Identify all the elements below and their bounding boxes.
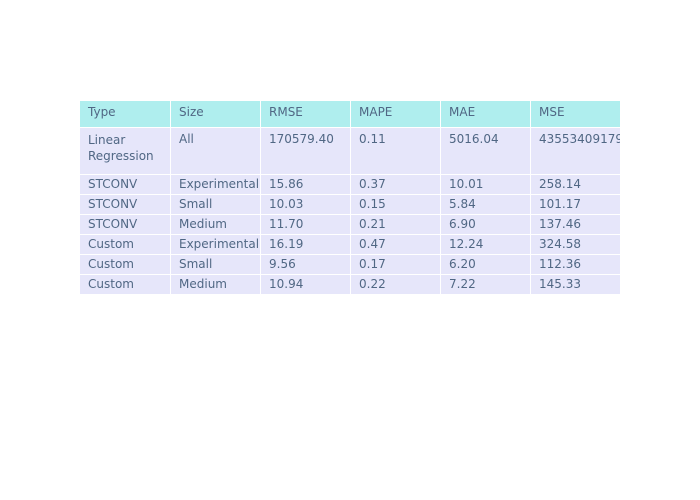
table-cell: Experimental [170,235,260,254]
table-cell: Small [170,255,260,274]
table-row: Custom Medium 10.94 0.22 7.22 145.33 [80,274,620,294]
table-cell: 0.21 [350,215,440,234]
table-row: Custom Experimental 16.19 0.47 12.24 324… [80,234,620,254]
header-cell-type: Type [88,105,116,119]
table-cell: 11.70 [260,215,350,234]
table-row: Linear Regression All 170579.40 0.11 501… [80,127,620,174]
table-cell: 324.58 [530,235,620,254]
table-header-row: Type Size RMSE MAPE MAE MSE [80,100,620,127]
table-cell: 112.36 [530,255,620,274]
table-cell: 145.33 [530,275,620,294]
table-cell: Linear Regression [80,128,170,174]
table-cell: STCONV [88,217,138,231]
table-row: STCONV Experimental 15.86 0.37 10.01 258… [80,174,620,194]
table-cell: 0.37 [350,175,440,194]
table-cell: 0.22 [350,275,440,294]
table-cell: 7.22 [440,275,530,294]
table-cell: Medium [170,215,260,234]
table-cell: 43553409179 [530,128,620,174]
table-cell: 137.46 [530,215,620,234]
table-cell: 5016.04 [440,128,530,174]
table-cell: 101.17 [530,195,620,214]
table-cell: 5.84 [440,195,530,214]
table-cell: 12.24 [440,235,530,254]
table-cell: 0.11 [350,128,440,174]
table-cell: Custom [88,257,134,271]
table-cell: All [170,128,260,174]
header-cell-size: Size [170,101,260,127]
table-cell: 0.17 [350,255,440,274]
cell-type-label: Linear Regression [88,133,154,163]
table-cell: Medium [170,275,260,294]
header-cell-mape: MAPE [350,101,440,127]
table-cell: STCONV [88,177,138,191]
table-cell: 0.47 [350,235,440,254]
table-cell: STCONV [88,197,138,211]
table-cell: Custom [88,277,134,291]
table-cell: 15.86 [260,175,350,194]
table-row: Custom Small 9.56 0.17 6.20 112.36 [80,254,620,274]
table-cell: 6.90 [440,215,530,234]
table-cell: 6.20 [440,255,530,274]
table-cell: 0.15 [350,195,440,214]
table-cell: 10.01 [440,175,530,194]
header-cell-mae: MAE [440,101,530,127]
table-cell: 170579.40 [260,128,350,174]
table-cell: 16.19 [260,235,350,254]
header-cell-rmse: RMSE [260,101,350,127]
plot-area: Type Size RMSE MAPE MAE MSE Linear Regre… [80,100,620,295]
table-cell: 10.94 [260,275,350,294]
table-cell: 10.03 [260,195,350,214]
table-cell: Experimental [170,175,260,194]
results-table: Type Size RMSE MAPE MAE MSE Linear Regre… [80,100,620,294]
table-cell: 258.14 [530,175,620,194]
table-cell: 9.56 [260,255,350,274]
header-cell-mse: MSE [530,101,620,127]
table-row: STCONV Small 10.03 0.15 5.84 101.17 [80,194,620,214]
table-cell: Small [170,195,260,214]
table-cell: Custom [88,237,134,251]
table-row: STCONV Medium 11.70 0.21 6.90 137.46 [80,214,620,234]
